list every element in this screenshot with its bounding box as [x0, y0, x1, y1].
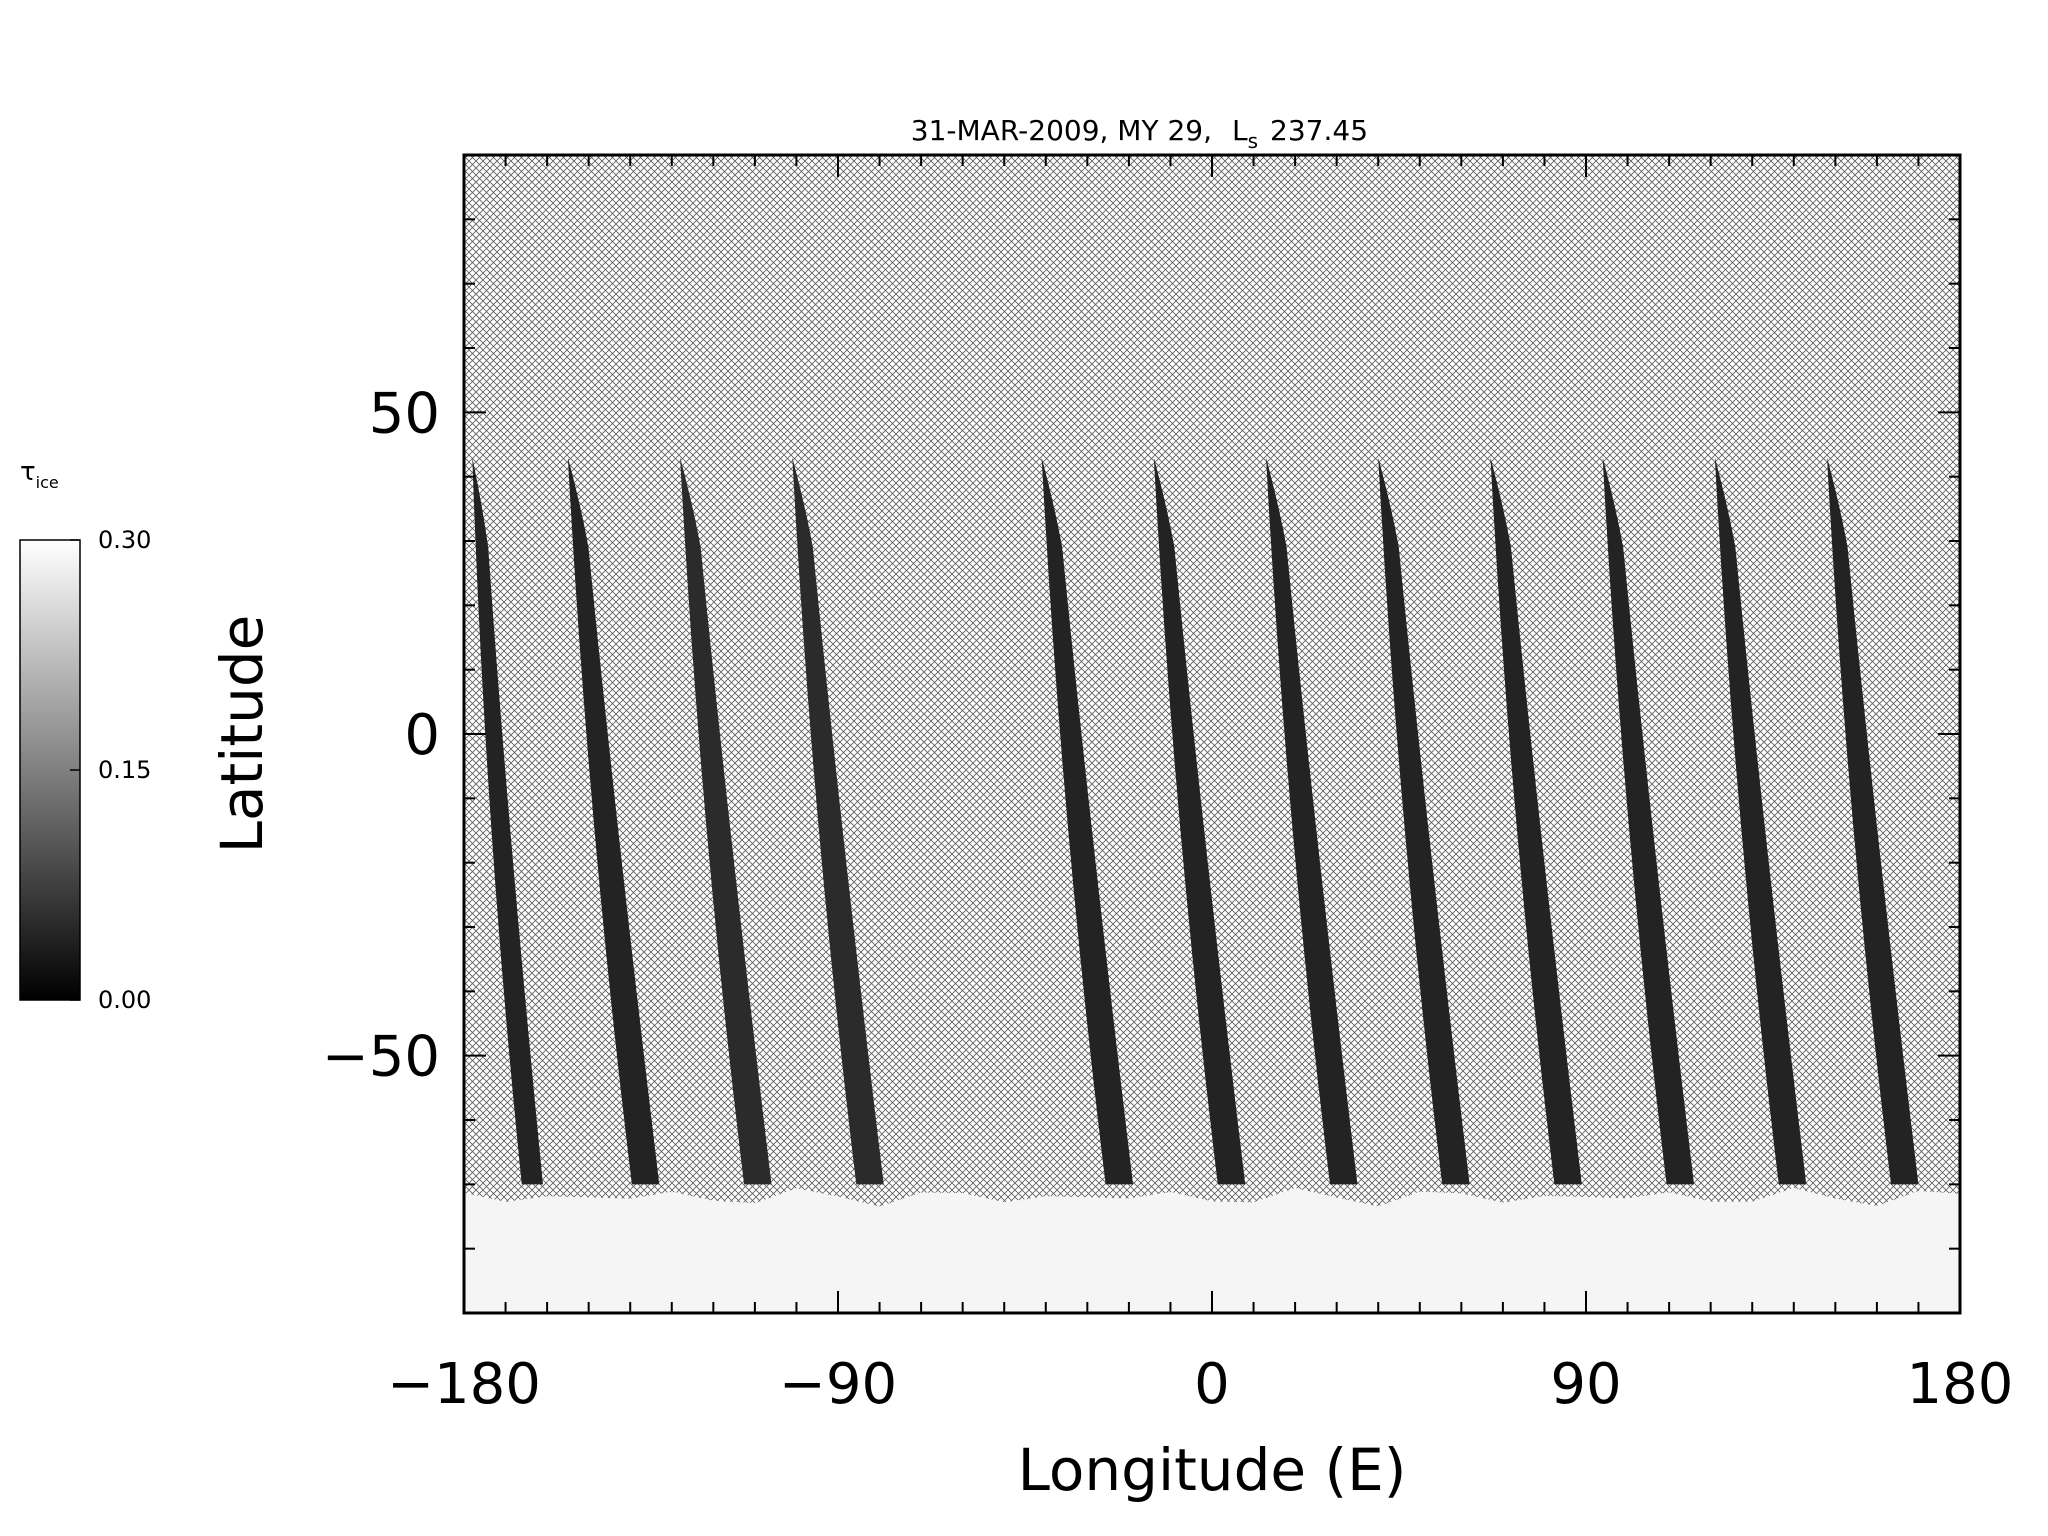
ice-swath-6 [1153, 457, 1246, 1185]
ice-swath-10 [1602, 457, 1695, 1185]
x-tick-label: 180 [1907, 1352, 2014, 1417]
ice-swath-4 [792, 457, 884, 1185]
y-axis-title: Latitude [208, 615, 276, 854]
y-axis: −50 0 50 [322, 154, 1960, 1314]
colorbar-tick-label: 0.00 [98, 986, 151, 1014]
chart-title-ls: Ls 237.45 [1232, 114, 1368, 153]
y-tick-label: 0 [404, 703, 440, 768]
colorbar-tick-label: 0.15 [98, 756, 151, 784]
plot-area [464, 155, 1960, 1313]
ice-swath-1 [472, 457, 543, 1185]
x-axis: −180 −90 0 90 180 [387, 155, 2013, 1417]
y-tick-label: 50 [369, 381, 440, 446]
ice-swath-9 [1490, 457, 1582, 1185]
colorbar-label: τice [20, 457, 59, 492]
ice-swath-2 [567, 457, 660, 1185]
x-tick-label: −180 [387, 1352, 541, 1417]
ice-swath-8 [1378, 457, 1470, 1185]
ice-swath-11 [1714, 457, 1807, 1185]
x-tick-label: −90 [779, 1352, 897, 1417]
polar-cap-region [464, 1187, 1960, 1313]
chart-title: 31-MAR-2009, MY 29, [911, 114, 1212, 147]
ice-swath-7 [1266, 457, 1358, 1185]
colorbar: τice 0.00 0.15 0.30 [19, 457, 151, 1014]
x-tick-label: 0 [1194, 1352, 1230, 1417]
ice-swath-3 [680, 457, 772, 1185]
x-tick-label: 90 [1550, 1352, 1621, 1417]
ice-swaths [472, 457, 1919, 1185]
x-axis-title: Longitude (E) [1018, 1436, 1407, 1504]
ice-swath-12 [1827, 457, 1919, 1185]
colorbar-tick-label: 0.30 [98, 526, 151, 554]
y-tick-label: −50 [322, 1025, 440, 1090]
colorbar-ticks: 0.00 0.15 0.30 [70, 526, 151, 1014]
ice-swath-5 [1041, 457, 1134, 1185]
